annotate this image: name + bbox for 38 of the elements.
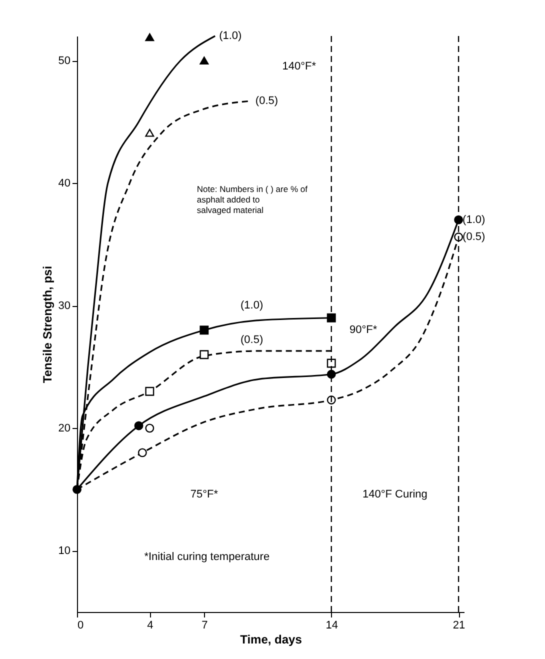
point: [145, 424, 154, 433]
point: [200, 350, 209, 360]
annotation: (0.5): [462, 230, 486, 243]
annotation: (1.0): [240, 300, 264, 312]
point: [200, 56, 209, 64]
point: [454, 232, 464, 242]
point: [145, 386, 154, 396]
y-tick-label: 50: [58, 55, 70, 68]
point: [454, 215, 464, 224]
annotation: 90°F*: [350, 324, 378, 336]
annotation: (0.5): [240, 334, 264, 346]
x-tick-label: 0: [78, 620, 84, 632]
y-tick-label: 30: [58, 300, 70, 312]
annotation: (1.0): [462, 214, 486, 226]
point: [138, 448, 147, 458]
annotation: (1.0): [219, 30, 242, 42]
point: [145, 33, 154, 42]
point: [326, 313, 336, 322]
annotation: Note: Numbers in ( ) are % of asphalt added to salvaged material: [196, 184, 308, 216]
annotation: *Initial curing temperature: [144, 550, 270, 563]
y-tick-label: 20: [58, 422, 70, 435]
y-tick-label: 10: [58, 545, 70, 558]
x-tick-label: 4: [147, 620, 154, 632]
annotation: 140°F Curing: [362, 488, 428, 500]
point: [145, 128, 154, 137]
annotation: 75°F*: [190, 488, 219, 500]
annotation: 140°F*: [282, 60, 317, 73]
y-axis-title: Tensile Strength, psi: [40, 266, 54, 384]
x-tick-label: 7: [202, 620, 208, 632]
x-axis-title: Time, days: [240, 632, 302, 646]
x-tick-label: 14: [326, 620, 338, 632]
point: [326, 358, 336, 368]
y-tick-label: 40: [58, 178, 70, 190]
point: [326, 370, 336, 379]
annotation: (0.5): [255, 94, 278, 107]
point: [134, 421, 144, 430]
x-tick-label: 21: [452, 620, 466, 632]
point: [200, 326, 209, 335]
